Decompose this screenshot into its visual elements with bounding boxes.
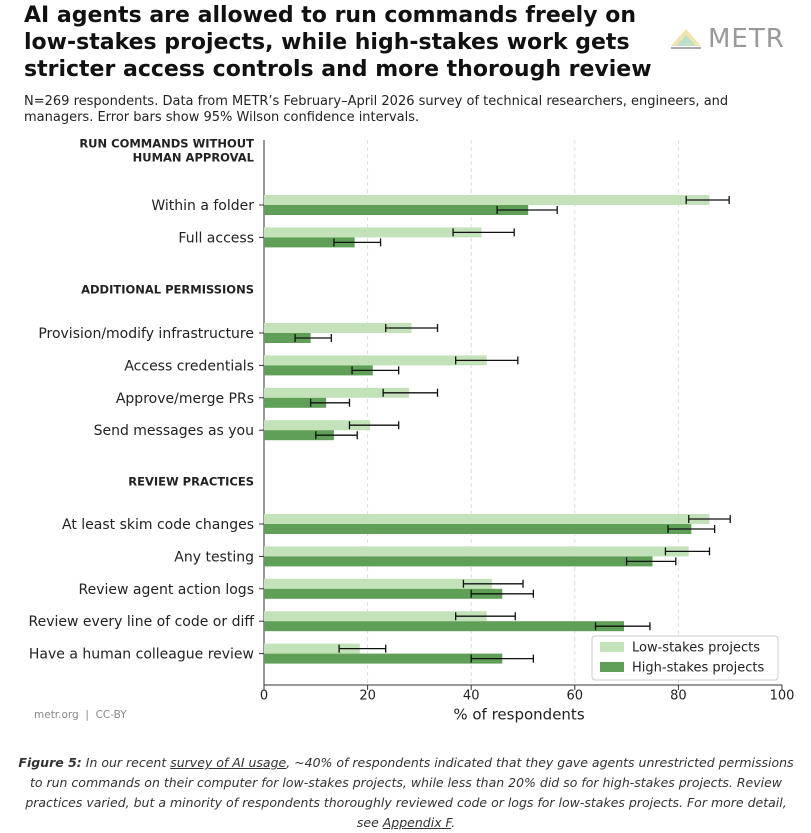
y-tick-label: Review agent action logs [79,582,254,598]
error-bar [470,654,535,663]
bar [264,588,503,599]
y-tick-label: Send messages as you [94,423,254,439]
bar [264,430,334,441]
y-tick-label: Provision/modify infrastructure [38,326,254,342]
bar [264,524,692,534]
bar [264,621,625,632]
x-tick-label: 20 [359,689,376,704]
bar [264,611,487,622]
logo-icon [671,29,701,49]
caption: Figure 5: In our recent survey of AI usa… [14,753,798,833]
legend-swatch [600,642,624,652]
y-tick-label: At least skim code changes [62,517,254,533]
error-bar [294,334,332,342]
error-bar [455,612,516,621]
error-bar [667,525,716,533]
bar [264,556,653,567]
y-tick-label: Have a human colleague review [29,647,254,663]
bar [264,546,689,557]
error-bar [462,579,524,588]
error-bar [348,421,400,430]
bar [264,420,371,431]
y-tick-label: Within a folder [151,198,254,214]
legend-label: Low-stakes projects [632,641,760,656]
section-header: ADDITIONAL PERMISSIONS [81,283,254,297]
bar [264,578,492,589]
bar [264,397,327,408]
caption-text: In our recent [81,755,171,770]
source: metr.org | CC-BY [34,709,127,721]
error-bar [351,366,400,375]
section-header: HUMAN APPROVAL [133,151,255,165]
brand: METR [668,24,785,54]
error-bar [338,644,387,653]
y-tick-label: Approve/merge PRs [116,391,254,407]
chart: 0 20 40 60 80 100 % of respondents metr.org | C… [29,137,795,724]
y-tick-label: Review every line of code or diff [29,614,255,630]
bar [264,227,482,238]
error-bar [685,196,730,204]
bar [264,323,412,333]
bar [264,237,355,248]
bar [264,365,373,376]
y-tick-label: Any testing [174,549,254,565]
error-bar [664,547,711,556]
x-tick-label: 100 [770,689,795,704]
error-bar [625,557,677,566]
legend-swatch [600,662,624,672]
page: AI agents are allowed to run commands fr… [18,3,795,830]
section-header: REVIEW PRACTICES [128,475,254,489]
bar [264,205,529,215]
brand-name: METR [708,24,785,54]
error-bar [385,324,439,332]
chart-title: AI agents are allowed to run commands fr… [24,3,652,82]
bar [264,195,710,205]
caption-link[interactable]: survey of AI usage [170,755,287,770]
x-tick-label: 60 [567,689,584,704]
x-tick-label: 0 [260,689,268,704]
error-bar [470,589,535,598]
error-bar [315,431,358,440]
y-tick-label: Access credentials [124,358,254,374]
error-bar [455,356,519,365]
error-bar [452,228,515,237]
y-tick-label: Full access [178,230,254,246]
caption-text: , ~40% of respondents indicated that the… [25,755,794,830]
error-bar [688,515,731,523]
x-tick-label: 80 [670,689,687,704]
error-bar [309,398,351,407]
x-axis-label: % of respondents [453,706,584,724]
error-bar [496,206,558,214]
section-header: RUN COMMANDS WITHOUT [79,137,254,151]
error-bar [333,238,382,247]
bar [264,387,410,398]
caption-link[interactable]: Appendix F [382,815,452,830]
legend-box [591,635,779,681]
bar [264,333,311,343]
bar [264,355,487,366]
caption-text: . [451,815,456,830]
caption-label: Figure 5: [18,755,82,770]
legend-label: High-stakes projects [632,661,764,676]
bar [264,643,360,654]
error-bar [382,388,439,397]
bar [264,653,503,664]
bar [264,514,710,524]
subtitle: N=269 respondents. Data from METR’s Febr… [24,94,729,125]
error-bar [594,622,651,631]
x-tick-label: 40 [463,689,480,704]
